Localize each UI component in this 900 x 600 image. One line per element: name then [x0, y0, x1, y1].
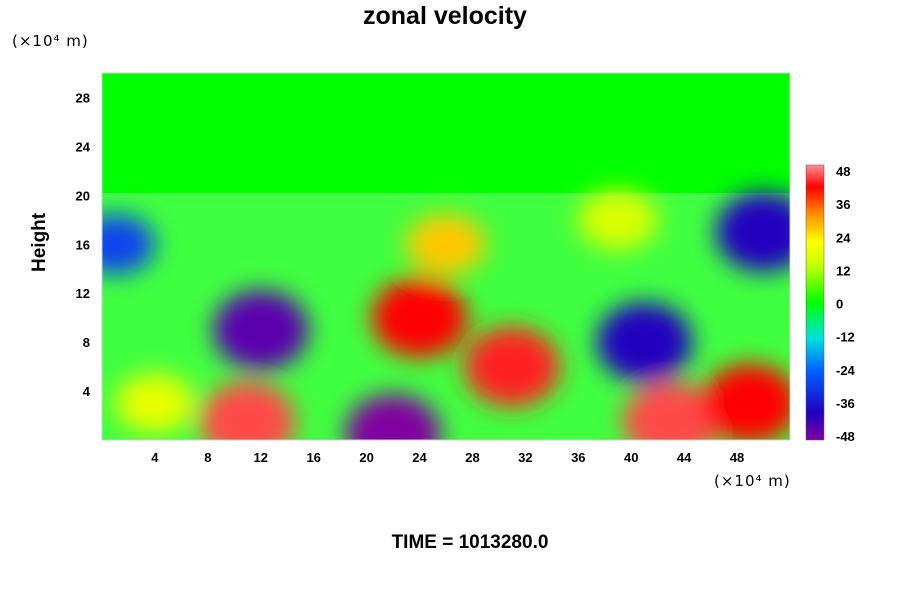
- x-tick-label: 20: [359, 450, 373, 465]
- colorbar-tick-label: 36: [836, 197, 850, 212]
- heatmap-field: [102, 189, 790, 440]
- x-tick-label: 28: [465, 450, 479, 465]
- colorbar-tick-label: 0: [836, 297, 843, 312]
- plot-background-upper: [102, 73, 790, 193]
- chart-title: zonal velocity: [363, 2, 527, 30]
- x-axis-ticks: 4 8 12 16 20 24 28 32 36 40 44 48: [151, 450, 744, 465]
- field-feature: [406, 214, 486, 275]
- colorbar-tick-label: 48: [836, 164, 850, 179]
- field-feature: [345, 393, 442, 440]
- y-tick-label: 4: [83, 384, 91, 399]
- y-tick-label: 28: [76, 90, 90, 105]
- colorbar-tick-label: 24: [836, 230, 851, 245]
- colorbar-tick-label: -12: [836, 330, 855, 345]
- plot-area: [102, 73, 790, 440]
- x-tick-label: 8: [204, 450, 211, 465]
- colorbar-tick-label: 12: [836, 263, 850, 278]
- colorbar-tick-label: -36: [836, 396, 855, 411]
- colorbar-tick-label: -24: [836, 363, 856, 378]
- y-tick-label: 16: [76, 237, 90, 252]
- y-axis-ticks: 4 8 12 16 20 24 28: [76, 90, 91, 399]
- y-tick-label: 12: [76, 286, 90, 301]
- field-feature: [114, 373, 195, 434]
- x-tick-label: 32: [518, 450, 532, 465]
- field-feature: [464, 326, 561, 407]
- x-tick-label: 48: [730, 450, 744, 465]
- field-feature: [702, 363, 790, 440]
- field-feature: [715, 192, 790, 273]
- y-tick-label: 8: [83, 335, 90, 350]
- field-feature: [212, 289, 309, 370]
- field-feature: [622, 381, 719, 440]
- y-tick-label: 24: [76, 139, 91, 154]
- colorbar: [805, 164, 825, 441]
- plot-frame: [101, 72, 791, 441]
- field-feature: [596, 302, 693, 383]
- x-tick-label: 40: [624, 450, 638, 465]
- x-tick-label: 36: [571, 450, 585, 465]
- field-feature: [199, 381, 296, 440]
- x-tick-label: 12: [254, 450, 268, 465]
- field-feature: [102, 214, 156, 275]
- x-tick-label: 16: [306, 450, 320, 465]
- y-tick-label: 20: [76, 188, 90, 203]
- x-tick-label: 24: [412, 450, 427, 465]
- colorbar-ticks: 48 36 24 12 0 -12 -24 -36 -48: [836, 164, 856, 444]
- x-tick-label: 44: [677, 450, 692, 465]
- colorbar-tick-label: -48: [836, 429, 855, 444]
- x-axis-unit: (×10⁴ m): [714, 472, 791, 490]
- y-axis-unit: (×10⁴ m): [12, 32, 89, 50]
- time-label: TIME = 1013280.0: [391, 532, 549, 553]
- x-tick-label: 4: [151, 450, 159, 465]
- field-feature: [371, 277, 468, 358]
- field-feature: [578, 189, 658, 250]
